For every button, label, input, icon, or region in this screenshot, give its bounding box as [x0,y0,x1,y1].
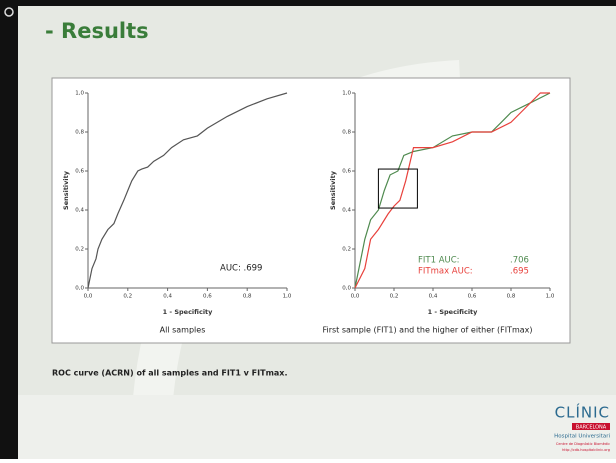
x-tick-label: 0,0 [84,294,93,300]
x-tick-label: 0,2 [390,294,399,300]
legend-label: FIT1 AUC: [418,256,460,266]
legend-auc: .706 [510,256,529,266]
logo-centre: Centre de Diagnòstic Biomèdic [556,442,610,446]
caption: ROC curve (ACRN) of all samples and FIT1… [52,369,288,378]
x-tick-label: 0,2 [123,294,132,300]
x-tick-label: 0,6 [203,294,212,300]
legend-label: FITmax AUC: [418,267,473,277]
x-tick-label: 0,4 [429,294,438,300]
annotation: AUC: .699 [220,264,262,274]
slide: - Results ROC curve (ACRN) of all sample… [0,0,616,459]
y-tick-label: 1,0 [75,91,84,97]
y-axis-label: Sensitivity [62,170,70,210]
y-tick-label: 0,4 [75,208,84,214]
footer-band [0,395,616,459]
x-axis-label: 1 - Specificity [428,308,479,316]
slide-title: - Results [45,19,149,43]
x-axis-label: 1 - Specificity [163,308,214,316]
x-tick-label: 0,4 [163,294,172,300]
logo-city: BARCELONA [576,425,607,431]
side-bar [0,0,18,459]
x-tick-label: 0,8 [507,294,516,300]
top-bar [0,0,616,6]
y-tick-label: 0,2 [342,247,351,253]
y-axis-label: Sensitivity [329,170,337,210]
y-tick-label: 0,0 [75,286,84,292]
logo-url: http://cdb.hospitalclinic.org [562,448,610,452]
legend-auc: .695 [510,267,529,277]
y-tick-label: 0,4 [342,208,351,214]
logo-name: CLÍNIC [555,403,610,422]
x-tick-label: 1,0 [283,294,292,300]
y-tick-label: 0,8 [75,130,84,136]
y-tick-label: 0,8 [342,130,351,136]
x-tick-label: 1,0 [546,294,555,300]
chart-subtitle: All samples [160,326,206,335]
y-tick-label: 0,6 [342,169,351,175]
y-tick-label: 1,0 [342,91,351,97]
logo-hospital: Hospital Universitari [554,434,610,440]
y-tick-label: 0,6 [75,169,84,175]
chart-panel [52,78,570,343]
y-tick-label: 0,2 [75,247,84,253]
x-tick-label: 0,8 [243,294,252,300]
chart-subtitle: First sample (FIT1) and the higher of ei… [322,326,532,335]
x-tick-label: 0,6 [468,294,477,300]
y-tick-label: 0,0 [342,286,351,292]
x-tick-label: 0,0 [351,294,360,300]
